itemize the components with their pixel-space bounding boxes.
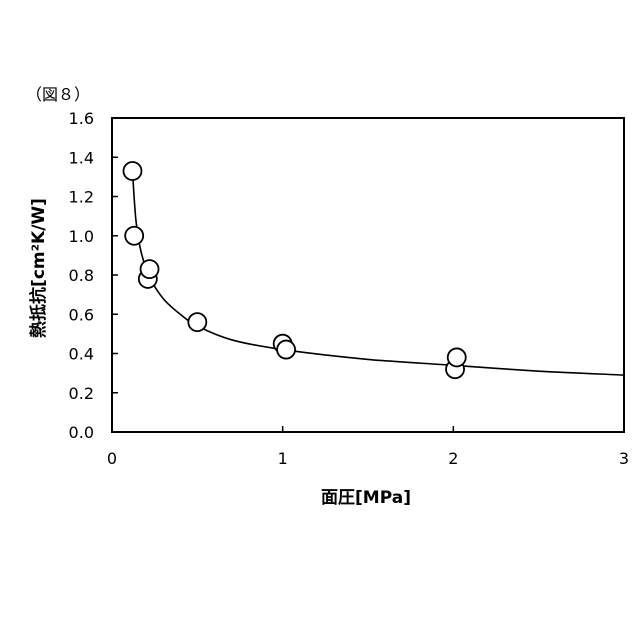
plot-frame — [112, 118, 624, 432]
y-tick-label: 1.2 — [69, 188, 94, 207]
data-points — [123, 162, 465, 378]
y-tick-label: 1.6 — [69, 109, 94, 128]
x-tick-label: 1 — [278, 449, 288, 468]
x-tick-label: 3 — [619, 449, 629, 468]
x-tick-label: 0 — [107, 449, 117, 468]
y-tick-label: 0.6 — [69, 305, 94, 324]
y-axis-ticks: 0.0 0.2 0.4 0.6 0.8 1.0 1.2 1.4 1.6 — [69, 109, 118, 442]
y-tick-label: 0.2 — [69, 384, 94, 403]
y-tick-label: 0.4 — [69, 345, 94, 364]
figure-label: （図８） — [26, 85, 90, 104]
y-axis-title: 熱抵抗[cm²K/W] — [28, 198, 49, 338]
y-tick-label: 0.8 — [69, 266, 94, 285]
data-point — [448, 348, 466, 366]
y-tick-label: 1.0 — [69, 227, 94, 246]
y-tick-label: 1.4 — [69, 148, 94, 167]
data-point — [123, 162, 141, 180]
fit-curve — [133, 171, 625, 375]
data-point — [125, 227, 143, 245]
x-tick-label: 2 — [448, 449, 458, 468]
data-point — [277, 341, 295, 359]
data-point — [141, 260, 159, 278]
data-point — [188, 313, 206, 331]
x-axis-title: 面圧[MPa] — [321, 488, 411, 508]
y-tick-label: 0.0 — [69, 423, 94, 442]
